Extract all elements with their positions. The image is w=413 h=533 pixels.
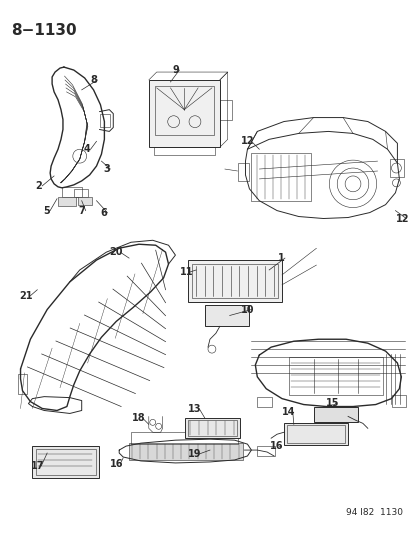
Bar [188,260,281,302]
Bar [100,114,110,127]
Bar [36,449,95,475]
Text: 21: 21 [20,290,33,301]
Bar [313,407,357,422]
Bar [131,432,237,444]
Bar [153,147,214,155]
Text: 12: 12 [395,214,408,223]
Text: 3: 3 [103,164,109,174]
Bar [154,86,214,135]
Text: 5: 5 [43,206,50,215]
Bar [389,159,404,177]
Text: 12: 12 [240,136,254,147]
Bar [188,421,236,436]
Bar [17,374,27,394]
Bar [237,163,249,181]
Text: 14: 14 [281,407,295,417]
Bar [286,425,344,443]
Bar [283,423,347,445]
Text: 10: 10 [240,304,254,314]
Text: 18: 18 [132,414,145,423]
Text: 16: 16 [109,459,123,469]
Bar [78,197,91,205]
Bar [251,153,310,201]
Text: 17: 17 [31,461,44,471]
Bar [257,446,274,456]
Text: 4: 4 [83,144,90,154]
Bar [219,100,231,119]
Text: 1: 1 [277,253,284,263]
Bar [204,304,249,326]
Bar [288,357,382,394]
Text: 8: 8 [90,75,97,85]
Text: 94 I82  1130: 94 I82 1130 [346,508,402,518]
Bar [74,189,88,197]
Text: 9: 9 [172,65,178,75]
Bar [32,446,99,478]
Text: 7: 7 [78,206,85,215]
Text: 2: 2 [35,181,42,191]
Text: 6: 6 [100,207,107,217]
Bar [129,443,242,460]
Bar [192,264,278,297]
Bar [58,197,76,206]
Bar [257,397,271,407]
Text: 20: 20 [109,247,123,257]
Text: 15: 15 [325,398,338,408]
Bar [62,187,81,197]
Text: 19: 19 [188,449,202,459]
Text: 16: 16 [270,441,283,451]
Bar [185,418,239,438]
Bar [148,80,219,147]
Text: 13: 13 [188,403,202,414]
Bar [392,394,405,407]
Text: 8−1130: 8−1130 [11,22,76,37]
Text: 11: 11 [179,267,192,277]
